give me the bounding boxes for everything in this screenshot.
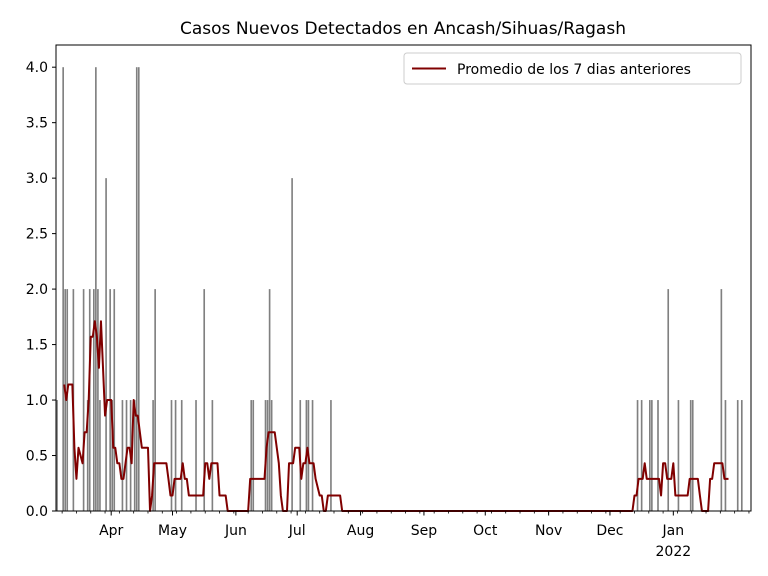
bar xyxy=(66,289,69,511)
y-tick-label: 4.0 xyxy=(26,60,48,76)
x-tick-label: May xyxy=(158,523,187,539)
bar xyxy=(651,400,653,511)
bar xyxy=(330,400,332,511)
x-tick-label: Jun xyxy=(224,523,247,539)
bar xyxy=(95,67,97,511)
bar xyxy=(311,400,314,511)
bar xyxy=(203,289,206,511)
x-tick-label: Nov xyxy=(535,523,562,539)
bar xyxy=(88,289,91,511)
bar xyxy=(152,400,154,511)
bar xyxy=(657,400,659,511)
line-layer xyxy=(63,320,729,512)
x-tick-label: Sep xyxy=(411,523,438,539)
bar xyxy=(691,400,694,511)
chart-title: Casos Nuevos Detectados en Ancash/Sihuas… xyxy=(180,19,626,39)
x-tick-label: Aug xyxy=(347,523,374,539)
y-tick-label: 1.0 xyxy=(26,393,48,409)
bar xyxy=(266,400,269,511)
bar xyxy=(170,400,173,511)
bar xyxy=(82,289,85,511)
y-tick-label: 0.5 xyxy=(26,449,48,465)
bar xyxy=(111,400,114,511)
axes-layer: 0.0 0.5 1.0 1.5 2.0 2.5 3.0 3.5 4.0 Apr May Jun Jul A… xyxy=(26,44,752,560)
bar xyxy=(133,400,136,511)
series-line xyxy=(63,320,729,512)
x-tick-label: Dec xyxy=(596,523,623,539)
x-tick-label: Jul xyxy=(288,523,306,539)
bar xyxy=(64,289,67,511)
bar xyxy=(689,400,692,511)
bar xyxy=(720,289,723,511)
bar xyxy=(736,400,739,511)
bar xyxy=(180,400,183,511)
legend-label: Promedio de los 7 dias anteriores xyxy=(457,62,691,78)
y-tick-label: 2.0 xyxy=(26,282,48,298)
bar xyxy=(291,178,293,511)
bar xyxy=(740,400,743,511)
bar xyxy=(121,400,124,511)
y-tick-label: 0.0 xyxy=(26,504,48,520)
bar xyxy=(97,289,99,511)
bar xyxy=(270,400,273,511)
plot-frame xyxy=(55,44,752,512)
bar xyxy=(93,289,95,511)
y-tick-label: 1.5 xyxy=(26,338,48,354)
bar xyxy=(636,400,639,511)
bar xyxy=(56,400,58,511)
legend: Promedio de los 7 dias anteriores xyxy=(403,52,742,85)
y-tick-label: 2.5 xyxy=(26,227,48,243)
bar xyxy=(137,67,140,511)
bar xyxy=(62,67,64,511)
bar xyxy=(649,400,651,511)
bar xyxy=(211,400,214,511)
bar xyxy=(640,400,643,511)
bar xyxy=(174,400,177,511)
bar xyxy=(135,67,138,511)
bar xyxy=(268,289,271,511)
y-tick-label: 3.5 xyxy=(26,116,48,132)
x-tick-label: Apr xyxy=(99,523,123,539)
bar xyxy=(105,178,107,511)
bar xyxy=(667,289,670,511)
x-tick-sublabel: 2022 xyxy=(656,544,692,560)
bar xyxy=(724,400,727,511)
bar xyxy=(195,400,197,511)
bar xyxy=(677,400,680,511)
x-tick-label: Oct xyxy=(473,523,498,539)
legend-box xyxy=(403,52,742,85)
bar xyxy=(154,289,156,511)
y-tick-label: 3.0 xyxy=(26,171,48,187)
bar xyxy=(86,400,89,511)
bar xyxy=(250,400,253,511)
bar xyxy=(99,400,101,511)
bar xyxy=(113,289,116,511)
x-tick-label: Jan xyxy=(662,523,685,539)
bar xyxy=(252,400,255,511)
